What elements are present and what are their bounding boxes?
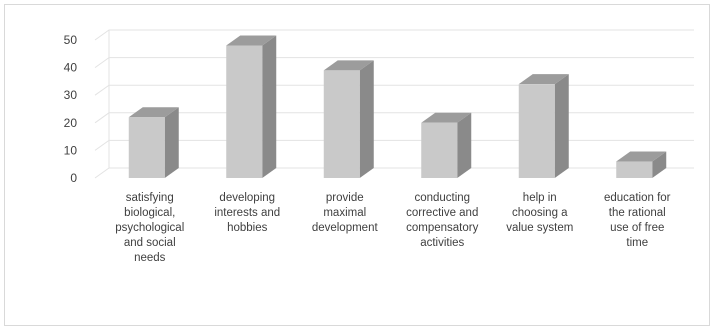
gridline xyxy=(94,84,694,96)
y-tick-label: 50 xyxy=(64,33,78,47)
x-category-label: satisfying biological, psychological and so… xyxy=(115,192,184,264)
bar-top-face xyxy=(421,112,472,123)
bar xyxy=(518,74,569,178)
gridline xyxy=(94,57,694,69)
y-tick-label: 20 xyxy=(64,116,78,130)
bar-side-face xyxy=(164,107,179,178)
gridlines xyxy=(94,29,694,179)
bars xyxy=(128,35,667,178)
x-category-label: developing interests and hobbies xyxy=(214,192,280,234)
bar-front-face xyxy=(323,70,360,178)
bar-top-face xyxy=(226,35,277,46)
x-category-label: provide maximal development xyxy=(312,192,379,234)
bar xyxy=(421,112,472,178)
bar xyxy=(226,35,277,178)
x-category-label: help in choosing a value system xyxy=(506,192,573,234)
bar-top-face xyxy=(323,60,374,71)
bar-top-face xyxy=(128,107,179,118)
bar-top-face xyxy=(518,74,569,85)
x-axis-categories: satisfying biological, psychological and so… xyxy=(115,192,670,264)
bar xyxy=(323,60,374,178)
gridline xyxy=(94,139,694,151)
bar-side-face xyxy=(457,112,472,178)
bar-top-face xyxy=(616,151,667,162)
bar-front-face xyxy=(616,161,653,178)
bar xyxy=(128,107,179,178)
bar-front-face xyxy=(421,122,458,178)
y-tick-label: 30 xyxy=(64,88,78,102)
bar xyxy=(616,151,667,178)
gridline xyxy=(94,29,694,41)
bar-side-face xyxy=(262,35,277,178)
bar-front-face xyxy=(518,84,555,178)
bar-front-face xyxy=(226,45,263,178)
bar-side-face xyxy=(359,60,374,178)
y-tick-label: 0 xyxy=(70,171,77,185)
y-tick-label: 40 xyxy=(64,61,78,75)
bar-side-face xyxy=(554,74,569,178)
gridline xyxy=(94,167,694,179)
bar-side-face xyxy=(652,151,667,178)
bar-front-face xyxy=(128,117,165,178)
y-tick-label: 10 xyxy=(64,143,78,157)
x-category-label: conducting corrective and compensatory acti… xyxy=(406,192,478,249)
gridline xyxy=(94,112,694,124)
x-category-label: education for the rational use of free time xyxy=(604,192,671,249)
y-axis-ticks: 0 10 20 30 40 50 xyxy=(64,33,78,185)
